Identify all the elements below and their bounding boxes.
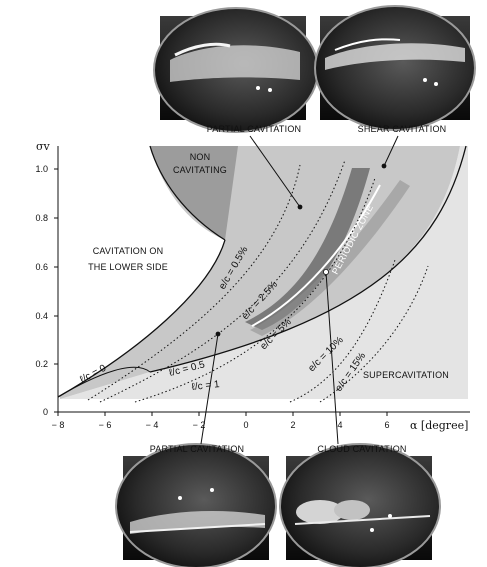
y-axis-title: σv [36,140,51,153]
label-lower-side: THE LOWER SIDE [88,262,168,272]
photo-shear-cavitation [314,5,476,131]
boundary-non-cavitating [149,145,226,241]
x-tick-label: − 4 [146,420,159,430]
label-non-cavitating: CAVITATING [173,165,227,175]
x-tick-label: 0 [243,420,248,430]
axes [57,146,470,413]
y-tick-label: 1.0 [35,164,48,174]
x-tick-label: − 8 [52,420,65,430]
caption-cloud-cavitation: CLOUD CAVITATION [317,444,406,454]
label-lower-side: CAVITATION ON [93,246,164,256]
y-tick-label: 0.6 [35,262,48,272]
photo-partial-cavitation-bottom [115,443,277,567]
boundary-lc0 [57,239,226,398]
y-tick-label: 0 [43,407,48,417]
markers [215,163,387,337]
region-non-cavitating [150,146,238,240]
pointers [200,135,399,445]
caption-shear-cavitation: SHEAR CAVITATION [358,124,447,134]
boundary-supercavitation [149,145,467,373]
region-partial-cavitation [60,146,460,399]
tick-marks [54,168,388,416]
label-lc1: ℓ/c = 1 [191,379,220,393]
y-tick-label: 0.2 [35,359,48,369]
photo-cloud-cavitation [279,443,441,567]
plot-regions [60,146,468,399]
ec-curves [87,159,429,403]
region-supercavitation [60,146,468,399]
x-axis-title: α [degree] [410,419,468,432]
x-tick-label: 4 [337,420,342,430]
x-tick-label: − 6 [99,420,112,430]
region-periodic-zone [245,168,370,330]
x-tick-label: 2 [290,420,295,430]
caption-partial-cavitation-top: PARTIAL CAVITATION [207,124,301,134]
label-non-cavitating: NON [190,152,211,162]
y-tick-label: 0.4 [35,311,48,321]
boundary-lower [57,366,151,398]
x-tick-label: − 2 [193,420,206,430]
photo-partial-cavitation-top [153,7,319,133]
label-supercavitation: SUPERCAVITATION [363,370,449,380]
x-tick-label: 6 [384,420,389,430]
caption-partial-cavitation-bottom: PARTIAL CAVITATION [150,444,244,454]
y-tick-label: 0.8 [35,213,48,223]
curve-ec15 [319,265,429,403]
